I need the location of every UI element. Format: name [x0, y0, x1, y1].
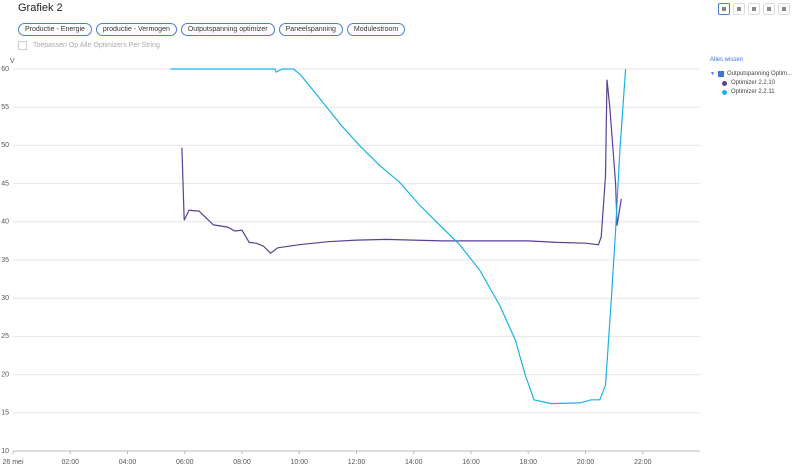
tab-button[interactable]: productie - Vermogen [95, 23, 177, 36]
x-tick-label: 08:00 [233, 459, 251, 466]
x-tick-label: 20:00 [577, 459, 595, 466]
y-tick-label: 30 [1, 295, 9, 302]
checkbox[interactable]: Toepassen Op Alle Optimizers Per String [18, 41, 160, 50]
checkbox-box[interactable] [18, 41, 27, 50]
x-tick-label: 12:00 [348, 459, 366, 466]
icon-bar[interactable] [733, 3, 745, 15]
legend-label: Optimizer 2.2.10 [731, 80, 776, 86]
y-axis-label: V [10, 58, 15, 65]
y-tick-label: 20 [1, 371, 9, 378]
page-title: Grafiek 2 [18, 2, 63, 14]
y-tick-label: 25 [1, 333, 9, 340]
x-tick-label: 14:00 [405, 459, 423, 466]
series-line [170, 68, 627, 405]
y-tick-label: 15 [1, 410, 9, 417]
y-tick-label: 40 [1, 219, 9, 226]
legend-swatch [722, 80, 727, 86]
legend-item[interactable]: Optimizer 2.2.10 [722, 80, 792, 86]
x-tick-label: 04:00 [119, 459, 137, 466]
x-tick-label: 22:00 [634, 459, 652, 466]
tab-button[interactable]: Outputspanning optimizer [180, 23, 275, 36]
icon-line[interactable] [718, 3, 730, 15]
y-tick-label: 10 [1, 448, 9, 455]
view-icons [718, 3, 790, 15]
icon-table[interactable] [763, 3, 775, 15]
legend: Alles wissen ▼ Outputspanning Optim... Op… [710, 57, 792, 95]
x-tick-label: 26 mei [2, 459, 23, 466]
legend-group-label: Outputspanning Optim... [726, 71, 792, 77]
legend-label: Optimizer 2.2.11 [731, 89, 775, 95]
group-checkbox[interactable] [717, 71, 724, 77]
y-tick-label: 50 [1, 142, 9, 149]
x-tick-label: 02:00 [61, 459, 79, 466]
x-tick-label: 06:00 [176, 459, 194, 466]
y-tick-label: 45 [1, 180, 9, 187]
tab-button[interactable]: Modulestroom [346, 23, 406, 36]
x-tick-label: 18:00 [519, 459, 537, 466]
tab-button[interactable]: Paneelspanning [278, 23, 343, 36]
x-tick-label: 16:00 [462, 459, 480, 466]
icon-fullscreen[interactable] [778, 3, 790, 15]
chart: V 10 15 20 25 30 35 40 45 50 55 60 26 mei 02:00 04:00… [1, 58, 700, 466]
series-line [181, 79, 622, 254]
checkbox-label: Toepassen Op Alle Optimizers Per String [33, 42, 160, 49]
y-tick-label: 60 [1, 66, 9, 73]
legend-item[interactable]: Optimizer 2.2.11 [722, 89, 792, 95]
y-tick-label: 35 [1, 257, 9, 264]
button-row: Productie - Energie productie - Vermogen O… [18, 23, 406, 36]
icon-stacked[interactable] [748, 3, 760, 15]
clear-all[interactable]: Alles wissen [710, 57, 744, 63]
x-tick-label: 10:00 [290, 459, 308, 466]
tab-button[interactable]: Productie - Energie [18, 23, 92, 36]
y-tick-label: 55 [1, 104, 9, 111]
legend-swatch [722, 89, 727, 95]
legend-group[interactable]: ▼ Outputspanning Optim... [710, 71, 792, 77]
